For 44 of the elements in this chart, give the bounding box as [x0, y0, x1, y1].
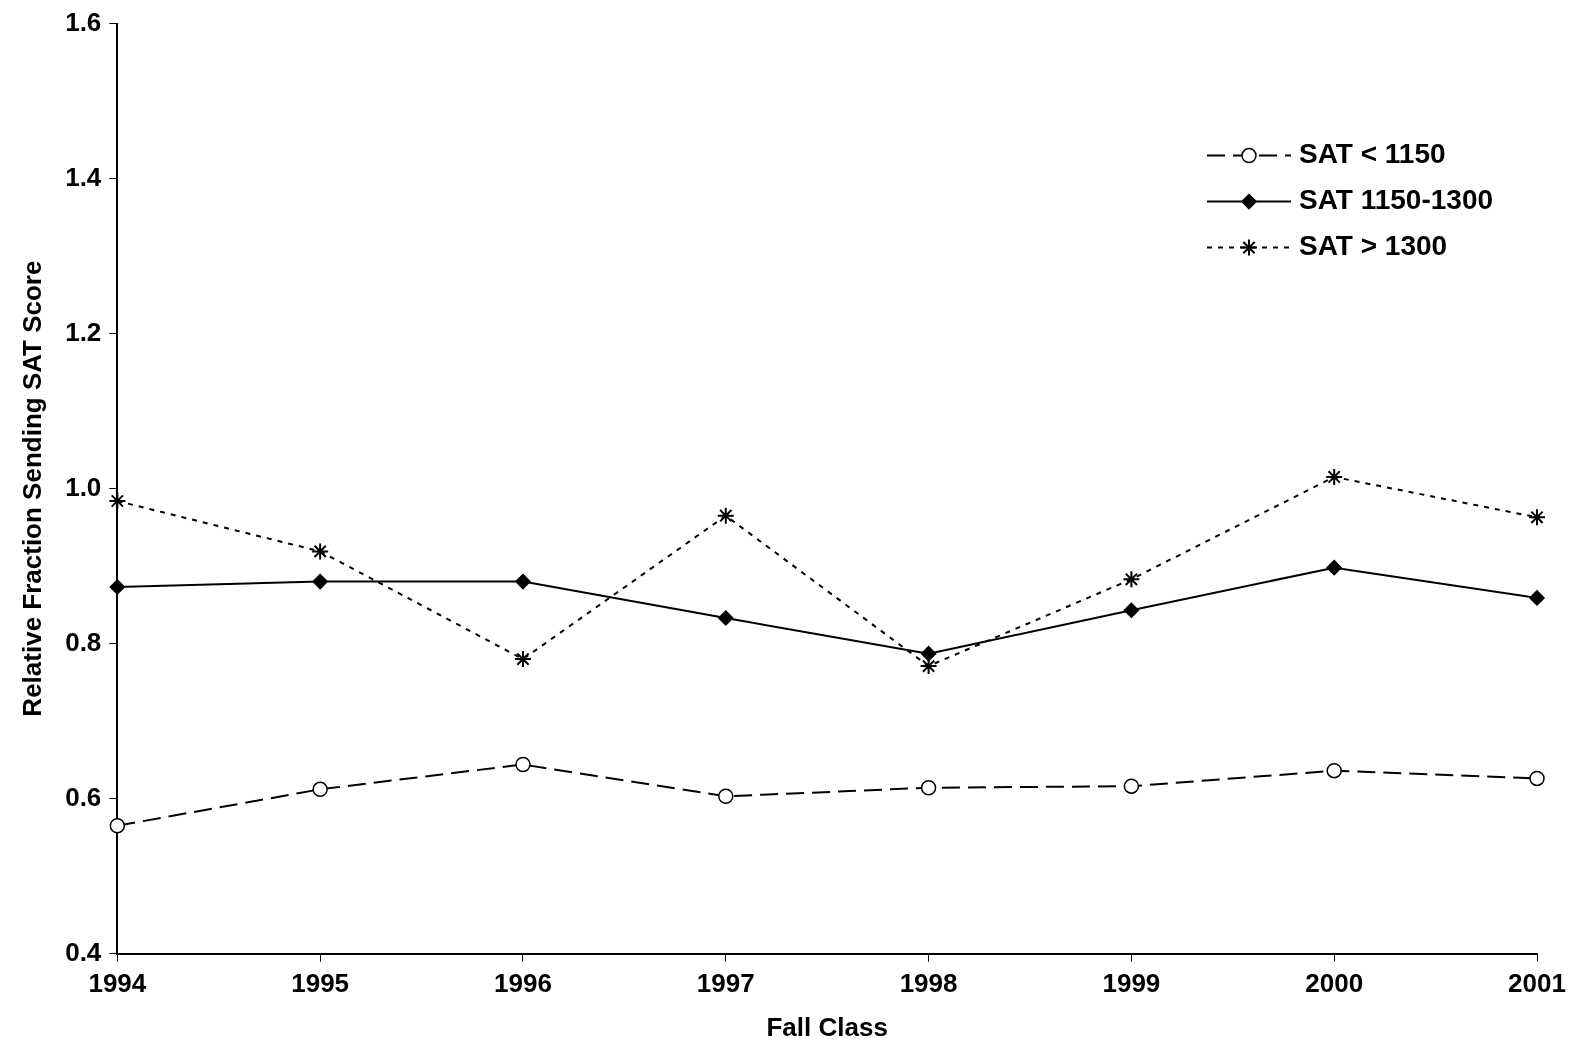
y-tick-label: 1.0	[65, 471, 102, 502]
point	[1122, 570, 1141, 589]
legend-label: SAT < 1150	[1299, 138, 1446, 170]
y-tick-label: 1.6	[65, 6, 102, 37]
point	[109, 579, 126, 595]
point	[1123, 778, 1140, 794]
y-tick-label: 0.8	[65, 626, 102, 657]
x-tick-label: 1998	[899, 968, 958, 999]
point	[718, 788, 734, 805]
x-tick-label: 1995	[291, 968, 350, 999]
point	[513, 650, 532, 669]
point	[312, 781, 328, 798]
point	[515, 756, 531, 773]
x-tick-label: 2000	[1305, 968, 1364, 999]
legend-label: SAT > 1300	[1299, 230, 1448, 262]
point	[1326, 559, 1342, 576]
point	[716, 506, 735, 525]
point	[1529, 590, 1545, 606]
point	[109, 817, 126, 834]
y-axis-title: Relative Fraction Sending SAT Score	[16, 260, 47, 717]
legend-label: SAT 1150-1300	[1299, 184, 1494, 216]
x-tick-label: 1994	[88, 968, 147, 999]
y-tick-label: 0.4	[65, 936, 102, 967]
point	[311, 542, 330, 561]
point	[312, 573, 328, 590]
point	[1529, 770, 1545, 787]
point	[919, 657, 938, 676]
y-tick-label: 1.4	[65, 161, 102, 192]
x-tick-label: 1996	[494, 968, 552, 999]
y-tick-label: 1.2	[65, 316, 102, 347]
point	[1325, 467, 1344, 486]
point	[1123, 602, 1140, 619]
point	[1326, 762, 1342, 779]
point	[920, 645, 937, 662]
point	[108, 492, 127, 510]
y-tick-label: 0.6	[65, 781, 102, 812]
x-tick-label: 2001	[1508, 968, 1566, 999]
x-tick-label: 1999	[1102, 968, 1161, 999]
x-axis-title: Fall Class	[766, 1011, 888, 1042]
point	[515, 573, 531, 590]
point	[920, 780, 937, 796]
point	[1528, 508, 1546, 527]
point	[718, 610, 734, 626]
x-tick-label: 1997	[696, 968, 755, 999]
